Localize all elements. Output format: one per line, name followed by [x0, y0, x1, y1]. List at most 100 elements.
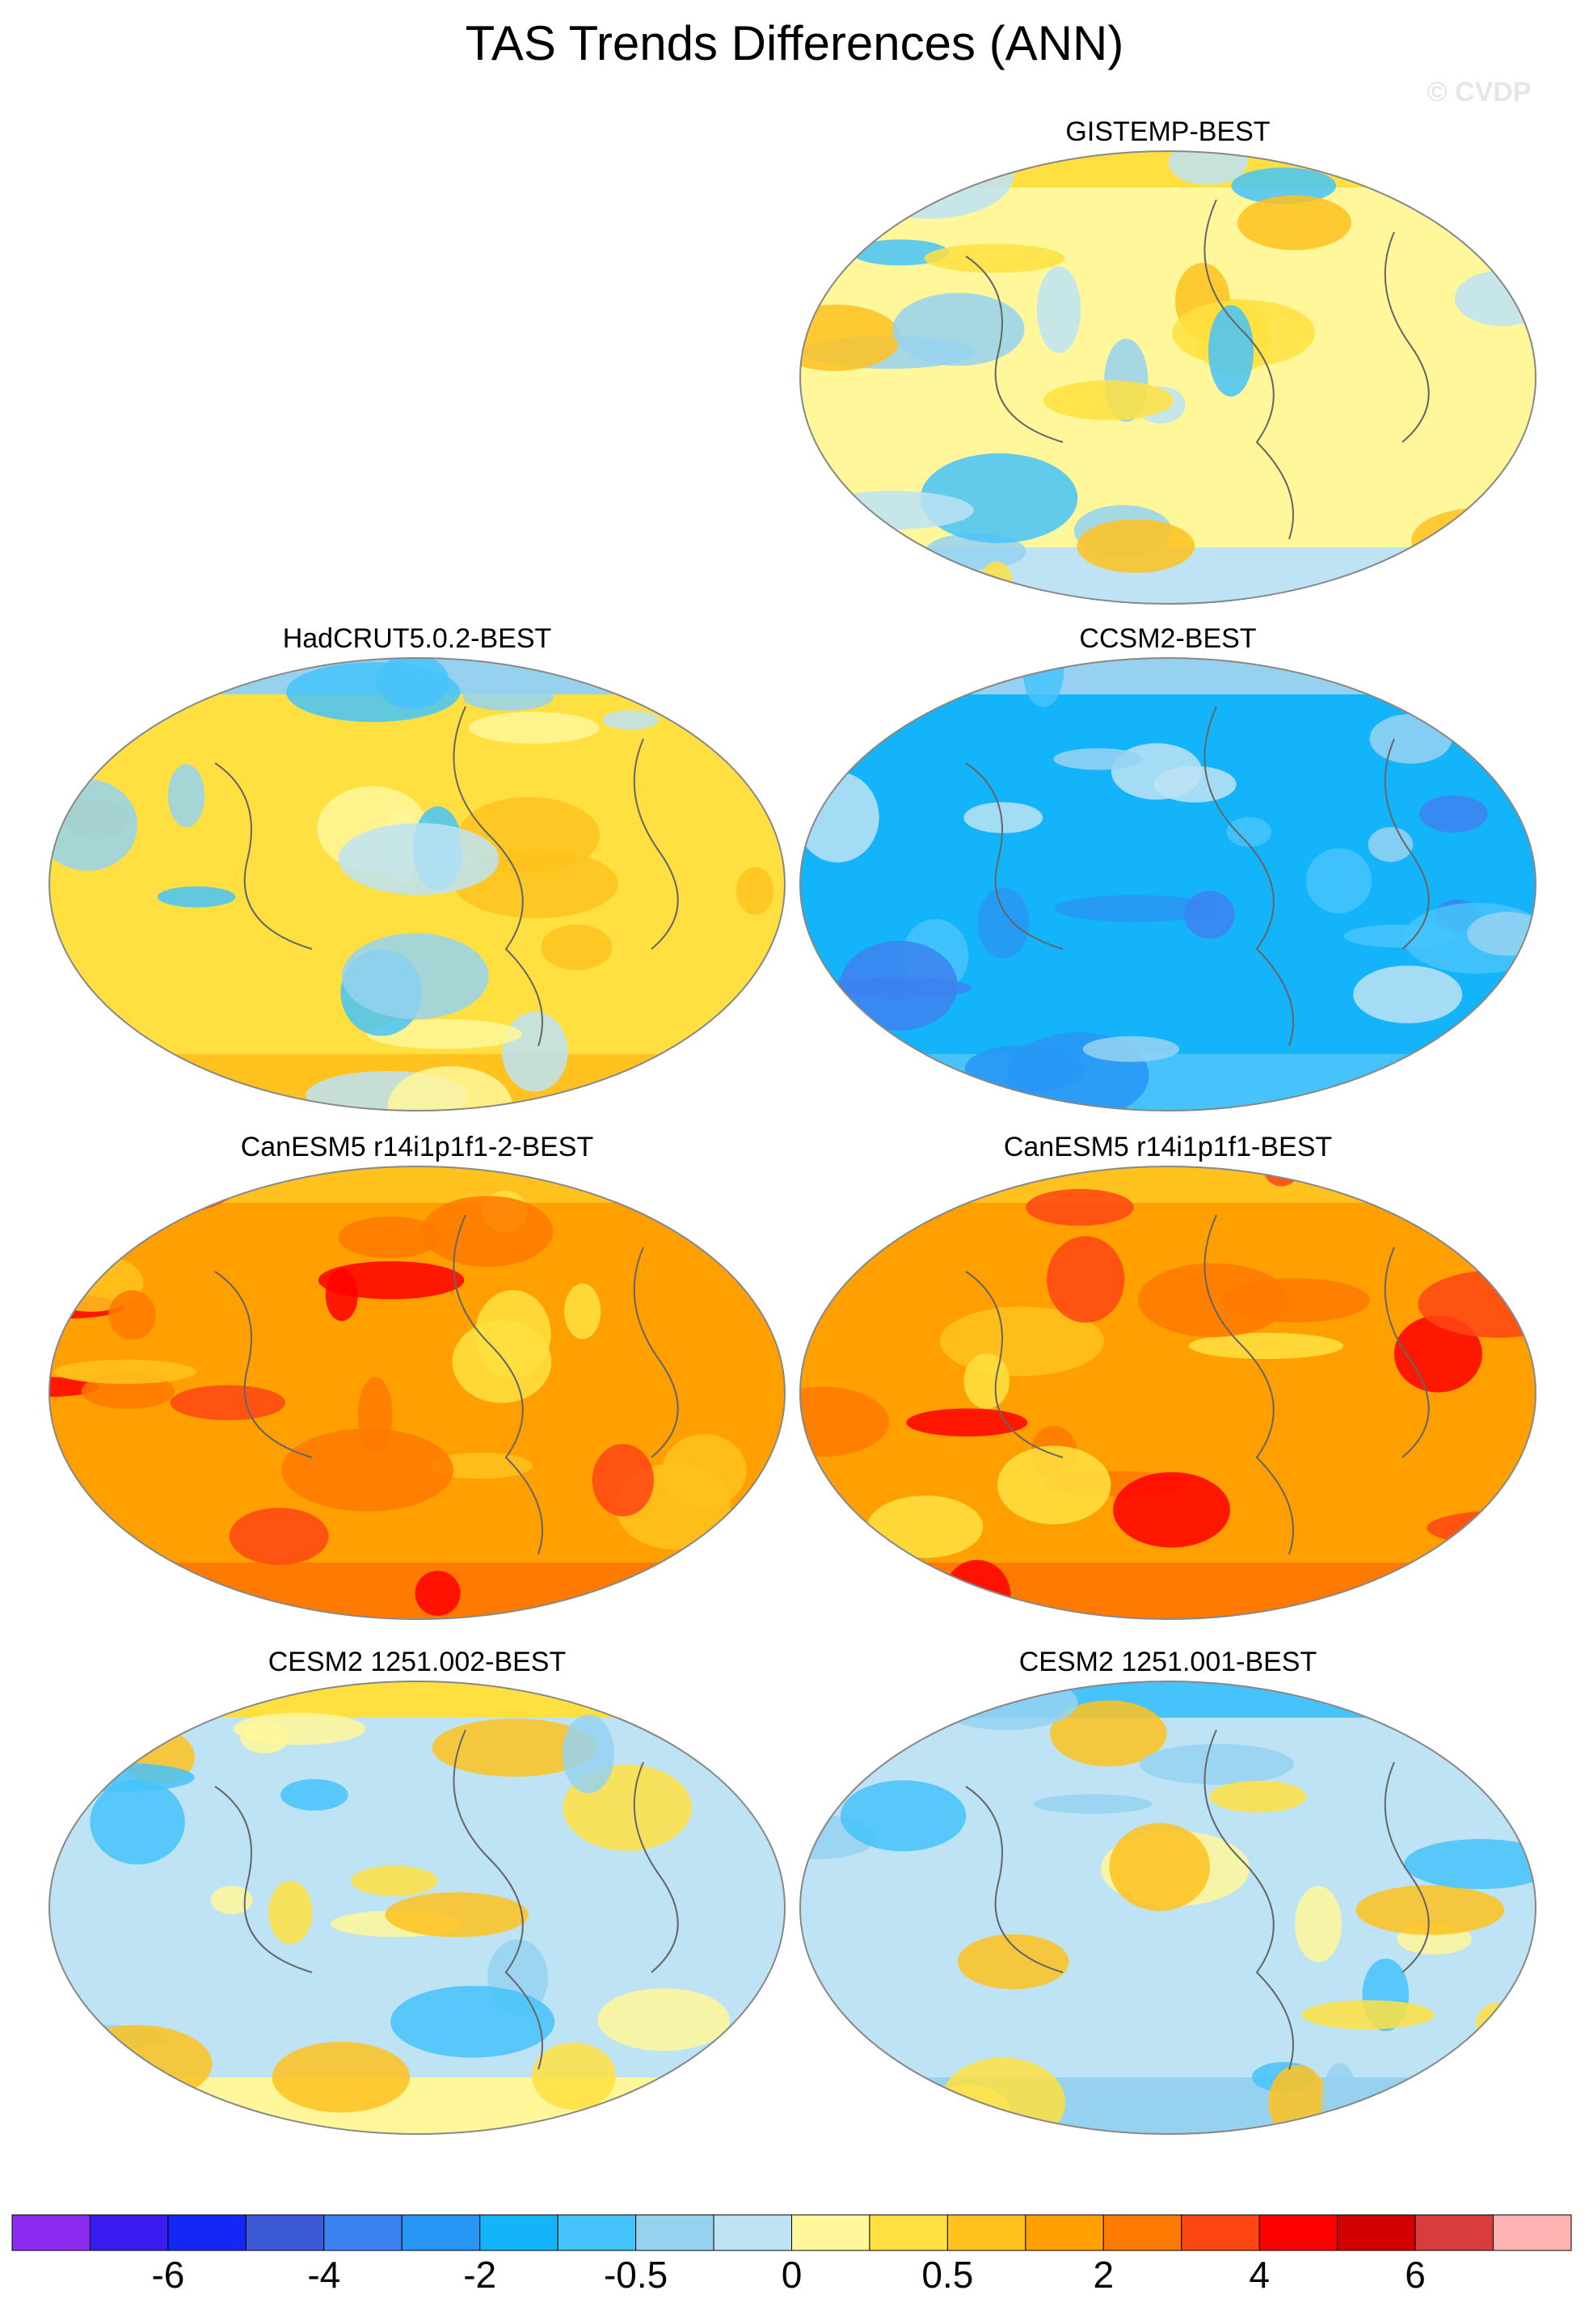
polar-band: [800, 2077, 1536, 2134]
map-blob: [562, 1714, 614, 1794]
map-blob: [1355, 1884, 1505, 1935]
colorbar-box: [635, 2214, 714, 2251]
polar-band: [800, 658, 1536, 694]
map-blob: [1036, 266, 1081, 353]
map: [49, 658, 785, 1111]
map-blob: [1047, 1236, 1125, 1323]
map-background: [800, 1166, 1536, 1619]
map-blob: [502, 1011, 568, 1092]
coastline: [214, 1729, 679, 2070]
map-blob: [157, 886, 236, 908]
map-blob: [286, 662, 461, 723]
map-blob: [1419, 795, 1488, 833]
polar-band: [49, 2077, 785, 2134]
map-blob: [963, 1353, 1010, 1409]
map-blob: [1184, 891, 1235, 939]
map-blob: [1301, 2000, 1435, 2030]
map-outline: [799, 657, 1536, 1111]
map-blob: [840, 940, 958, 1031]
map-blob: [662, 1434, 747, 1508]
map-blob: [1237, 195, 1351, 251]
colorbar-box: [323, 2214, 403, 2251]
map-blob: [1479, 1554, 1536, 1588]
map-blob: [1188, 1332, 1344, 1360]
map-blob: [1460, 1166, 1536, 1189]
map-background: [49, 1166, 785, 1619]
map-blob: [940, 2057, 1066, 2134]
map-blob: [390, 1985, 555, 2058]
map: [49, 1681, 785, 2134]
map-blob: [867, 1495, 984, 1558]
map-blob: [108, 1290, 156, 1340]
colorbar-box: [1025, 2214, 1104, 2251]
panel-title: CanESM5 r14i1p1f1-2-BEST: [241, 1132, 594, 1162]
map-blob: [268, 1880, 313, 1944]
map-blob: [906, 1408, 1028, 1437]
map-blob: [1404, 1839, 1536, 1889]
map-blob: [1034, 1794, 1153, 1814]
map-outline: [799, 1681, 1536, 2135]
map-blob: [800, 1386, 890, 1457]
polar-band: [49, 1166, 785, 1203]
map-blob: [1043, 380, 1174, 420]
colorbar-label: -2: [463, 2254, 496, 2296]
polar-band: [800, 1054, 1536, 1111]
colorbar-box: [1337, 2214, 1416, 2251]
colorbar-box: [791, 2214, 870, 2251]
map: [800, 658, 1536, 1111]
map-blob: [532, 2042, 616, 2110]
polar-band: [800, 151, 1536, 188]
map-blob: [597, 1988, 730, 2052]
map-blob: [1439, 1706, 1536, 1731]
figure-title: TAS Trends Differences (ANN): [466, 16, 1124, 70]
colorbar-box: [89, 2214, 169, 2251]
colorbar-box: [557, 2214, 637, 2251]
map-blob: [1109, 1823, 1211, 1912]
coastline: [965, 199, 1430, 540]
colorbar-box: [479, 2214, 558, 2251]
map-blob: [1139, 1744, 1295, 1785]
map-blob: [1454, 270, 1536, 327]
map-blob: [1305, 848, 1372, 913]
map-blob: [999, 1608, 1035, 1619]
map-blob: [1026, 1188, 1134, 1226]
map-blob: [350, 1866, 439, 1896]
map-blob: [1418, 1270, 1536, 1338]
map-background: [800, 658, 1536, 1111]
colorbar-box: [1102, 2214, 1182, 2251]
map-blob: [1087, 2081, 1144, 2115]
colorbar-label: -0.5: [604, 2254, 668, 2296]
map-blob: [1231, 167, 1337, 205]
map-blob: [1053, 748, 1143, 770]
map-blob: [1208, 305, 1254, 397]
map-blob: [421, 1196, 554, 1267]
colorbar-box: [401, 2214, 481, 2251]
map-blob: [1332, 1681, 1433, 1713]
map-blob: [977, 887, 1030, 959]
map-blob: [934, 1681, 1078, 1731]
map-blob: [1491, 1751, 1536, 1773]
map-blob: [602, 710, 660, 730]
map-blob: [1369, 714, 1452, 764]
map-blob: [1082, 1035, 1180, 1062]
panel-title: CCSM2-BEST: [1079, 623, 1256, 654]
colorbar-box: [869, 2214, 948, 2251]
map-blob: [1153, 766, 1237, 803]
map-blob: [210, 1885, 253, 1915]
map-blob: [622, 2085, 714, 2134]
map-blob: [811, 491, 974, 530]
map-blob: [892, 293, 1025, 366]
map-blob: [83, 1044, 129, 1069]
map-blob: [1226, 816, 1272, 847]
polar-band: [800, 1681, 1536, 1718]
map-blob: [1113, 1472, 1231, 1548]
map-blob: [82, 1209, 137, 1254]
colorbar-box: [245, 2214, 325, 2251]
map-blob: [170, 1385, 286, 1420]
polar-band: [49, 1681, 785, 1718]
map-blob: [280, 1778, 348, 1811]
map-blob: [592, 1444, 654, 1516]
map-blob: [963, 802, 1043, 833]
map-blob: [341, 933, 489, 1019]
